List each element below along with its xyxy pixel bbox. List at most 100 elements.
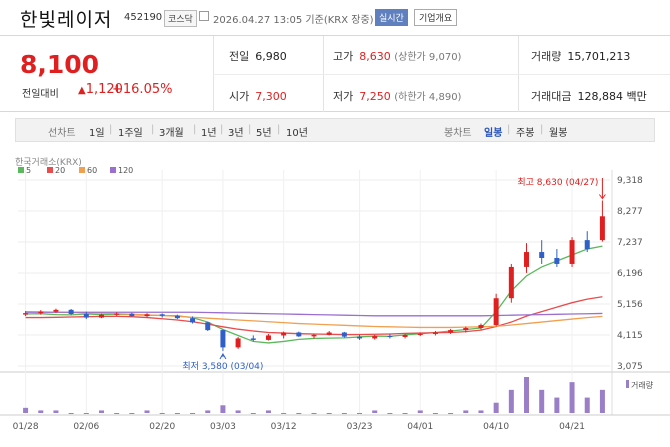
stock-header: 한빛레이저 452190 코스닥 2026.04.27 13:05 기준(KRX…	[0, 0, 670, 36]
candle-body	[569, 240, 575, 264]
candle-body	[341, 332, 347, 337]
volume-bar	[508, 389, 514, 413]
low-price: 저가 7,250 (하한가 4,890)	[333, 90, 462, 103]
low-arrow-head-icon	[219, 352, 227, 360]
ma-legend-item: 120	[110, 166, 133, 175]
volume: 거래량 15,701,213	[531, 50, 631, 63]
volume-bar	[387, 413, 393, 414]
ma-line-ma60	[25, 310, 603, 329]
candle-chart-label: 봉차트	[444, 128, 472, 139]
x-tick-label: 04/10	[483, 422, 509, 432]
candle-body	[68, 309, 74, 315]
volume-bar	[174, 413, 180, 414]
candle-body	[144, 314, 150, 317]
volume-bar	[98, 410, 104, 413]
candle-body	[326, 332, 332, 335]
y-tick-label: 7,237	[617, 238, 643, 248]
candle-body	[432, 332, 438, 334]
volume-bar	[235, 410, 241, 413]
candle-body	[98, 314, 104, 318]
volume-bar	[83, 413, 89, 414]
candle-body	[493, 298, 499, 326]
volume-bar	[159, 413, 165, 414]
volume-bar	[281, 413, 287, 414]
timestamp: 2026.04.27 13:05 기준(KRX 장중)	[213, 15, 374, 26]
volume-bar	[114, 413, 120, 414]
price-summary: 8,100 전일대비 ▲1,120 +16.05% 전일 6,980 고가 8,63…	[0, 36, 670, 112]
candle-body	[220, 330, 226, 348]
volume-bar	[23, 407, 29, 413]
candle-body	[372, 336, 378, 339]
volume-bar	[569, 382, 575, 413]
market-badge: 코스닥	[164, 10, 197, 27]
y-tick-label: 8,277	[617, 207, 643, 217]
candle-body	[554, 257, 560, 264]
volume-bar	[311, 413, 317, 414]
candle-body	[53, 309, 59, 312]
high-arrow-head-icon	[599, 194, 606, 200]
ma-line-ma5	[25, 245, 603, 344]
period-1y[interactable]: 1년	[201, 128, 217, 139]
chart-source: 한국거래소(KRX)	[15, 158, 82, 168]
volume-bar	[402, 413, 408, 414]
x-tick-label: 03/03	[210, 422, 236, 432]
period-5y[interactable]: 5년	[256, 128, 272, 139]
period-1d[interactable]: 1일	[89, 128, 105, 139]
volume-bar	[265, 410, 271, 413]
period-3y[interactable]: 3년	[228, 128, 244, 139]
candle-body	[296, 332, 302, 337]
period-10y[interactable]: 10년	[286, 128, 308, 139]
candle-body	[357, 336, 363, 339]
candle-body	[448, 330, 454, 333]
candle-body	[599, 216, 605, 241]
line-chart-label: 선차트	[48, 128, 76, 139]
volume-bar	[250, 413, 256, 414]
y-tick-label: 5,156	[617, 300, 643, 310]
volume-bar	[220, 405, 226, 413]
candle-body	[129, 313, 135, 317]
candle-body	[174, 315, 180, 319]
divider	[213, 74, 670, 75]
candle-body	[508, 266, 514, 299]
volume-bar	[539, 389, 545, 413]
volume-bar	[144, 410, 150, 413]
volume-bar	[478, 410, 484, 413]
candle-body	[205, 322, 211, 331]
volume-bar	[129, 413, 135, 414]
ma-legend-item: 20	[47, 166, 65, 175]
stock-code: 452190	[124, 12, 163, 23]
volume-bar	[554, 397, 560, 413]
candle-body	[281, 332, 287, 336]
candle-weekly[interactable]: 주봉	[516, 128, 535, 139]
company-overview-button[interactable]: 기업개요	[414, 9, 458, 26]
realtime-button[interactable]: 실시간	[375, 9, 408, 26]
x-tick-label: 03/23	[347, 422, 373, 432]
volume-legend-label: 거래량	[631, 380, 654, 390]
candle-body	[250, 338, 256, 340]
low-annotation: 최저 3,580 (03/04)	[182, 361, 263, 372]
prev-close: 전일 6,980	[229, 50, 287, 63]
volume-bar	[205, 410, 211, 413]
high-price: 고가 8,630 (상한가 9,070)	[333, 50, 462, 63]
volume-bar	[599, 389, 605, 413]
ma-legend-item: 5	[18, 166, 31, 175]
up-triangle-icon: ▲	[78, 85, 86, 96]
candlestick-chart[interactable]: 9,318 8,277 7,237 6,196 5,156 4,115 3,075 01/28…	[0, 150, 670, 447]
volume-bar	[448, 413, 454, 414]
candle-monthly[interactable]: 월봉	[549, 128, 568, 139]
candle-daily[interactable]: 일봉	[484, 128, 503, 139]
period-3m[interactable]: 3개월	[159, 128, 184, 139]
x-tick-label: 04/01	[407, 422, 433, 432]
volume-bar	[463, 410, 469, 413]
candle-body	[114, 313, 120, 315]
period-1w[interactable]: 1주일	[118, 128, 143, 139]
volume-bar	[296, 413, 302, 414]
open-price: 시가 7,300	[229, 90, 287, 103]
volume-bar	[432, 413, 438, 414]
volume-bar	[524, 377, 530, 413]
y-tick-label: 3,075	[617, 362, 643, 372]
calendar-icon	[199, 11, 209, 21]
change-label: 전일대비	[22, 89, 59, 100]
volume-bar	[53, 410, 59, 413]
x-tick-label: 03/12	[271, 422, 297, 432]
